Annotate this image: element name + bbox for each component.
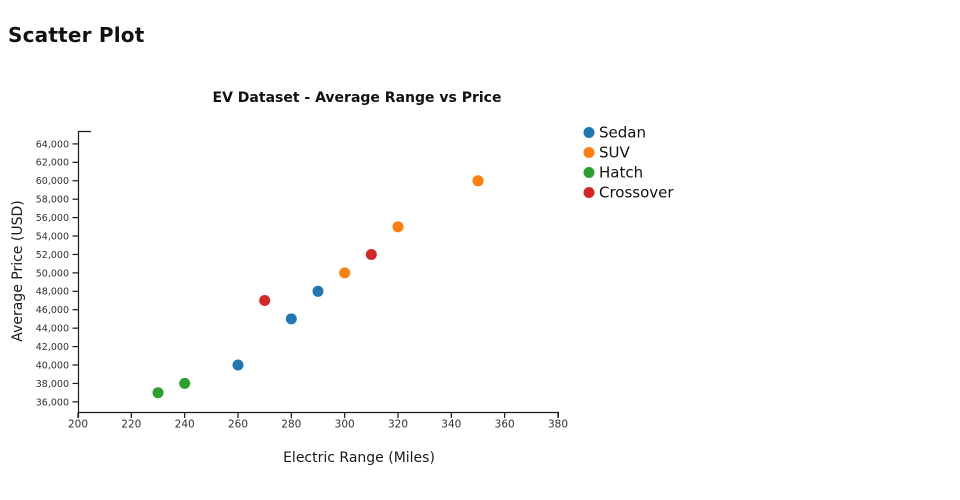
x-tick-label: 200 (68, 419, 88, 431)
x-tick-label: 300 (335, 419, 355, 431)
y-tick-label: 60,000 (36, 176, 69, 187)
chart-title: EV Dataset - Average Range vs Price (213, 90, 502, 106)
data-point-crossover (365, 249, 377, 260)
x-axis-label: Electric Range (Miles) (283, 450, 435, 466)
legend-label: Sedan (599, 124, 646, 142)
y-tick-label: 42,000 (36, 342, 69, 353)
page-title: Scatter Plot (8, 23, 145, 47)
x-tick-label: 260 (228, 419, 248, 431)
y-tick-label: 58,000 (36, 195, 69, 206)
legend-marker-icon (583, 187, 595, 198)
data-point-sedan (232, 359, 244, 371)
x-tick-label: 240 (175, 419, 195, 431)
y-tick-label: 48,000 (36, 287, 69, 298)
x-tick-label: 360 (495, 419, 515, 431)
legend-marker-icon (583, 167, 595, 178)
y-tick-label: 36,000 (36, 397, 69, 408)
data-points (152, 175, 484, 399)
y-tick-label: 56,000 (36, 213, 69, 224)
legend-item-suv: SUV (583, 144, 631, 162)
y-tick-label: 52,000 (36, 250, 69, 261)
x-axis-line (78, 411, 559, 418)
y-tick-label: 62,000 (36, 158, 69, 169)
y-tick-label: 44,000 (36, 324, 69, 335)
x-axis: 200 220 240 260 280 300 320 340 360 380 (68, 411, 568, 431)
x-tick-label: 320 (388, 419, 408, 431)
y-tick-label: 40,000 (36, 360, 69, 371)
data-point-hatch (152, 387, 164, 399)
legend-label: Hatch (599, 164, 643, 182)
legend-marker-icon (583, 147, 595, 158)
y-tick-label: 38,000 (36, 379, 69, 390)
y-tick-label: 54,000 (36, 231, 69, 242)
legend: Sedan SUV Hatch Crossover (583, 124, 674, 202)
legend-label: SUV (599, 144, 631, 162)
y-axis-label: Average Price (USD) (10, 200, 26, 341)
y-axis-line (77, 130, 91, 418)
y-axis: 36,000 38,000 40,000 42,000 44,000 46,000 48,0… (36, 130, 91, 418)
y-tick-label: 46,000 (36, 305, 69, 316)
data-point-suv (392, 221, 404, 233)
data-point-crossover (259, 295, 271, 306)
legend-marker-icon (583, 127, 595, 138)
data-point-suv (339, 267, 351, 279)
data-point-suv (472, 175, 484, 187)
legend-label: Crossover (599, 184, 674, 202)
legend-item-sedan: Sedan (583, 124, 646, 142)
x-tick-label: 280 (281, 419, 301, 431)
x-tick-label: 220 (121, 419, 141, 431)
x-tick-label: 380 (548, 419, 568, 431)
data-point-sedan (285, 313, 297, 325)
x-tick-label: 340 (441, 419, 461, 431)
data-point-sedan (312, 285, 324, 297)
legend-item-crossover: Crossover (583, 184, 674, 202)
y-tick-label: 50,000 (36, 268, 69, 279)
data-point-hatch (179, 377, 191, 389)
legend-item-hatch: Hatch (583, 164, 643, 182)
y-tick-label: 64,000 (36, 139, 69, 150)
